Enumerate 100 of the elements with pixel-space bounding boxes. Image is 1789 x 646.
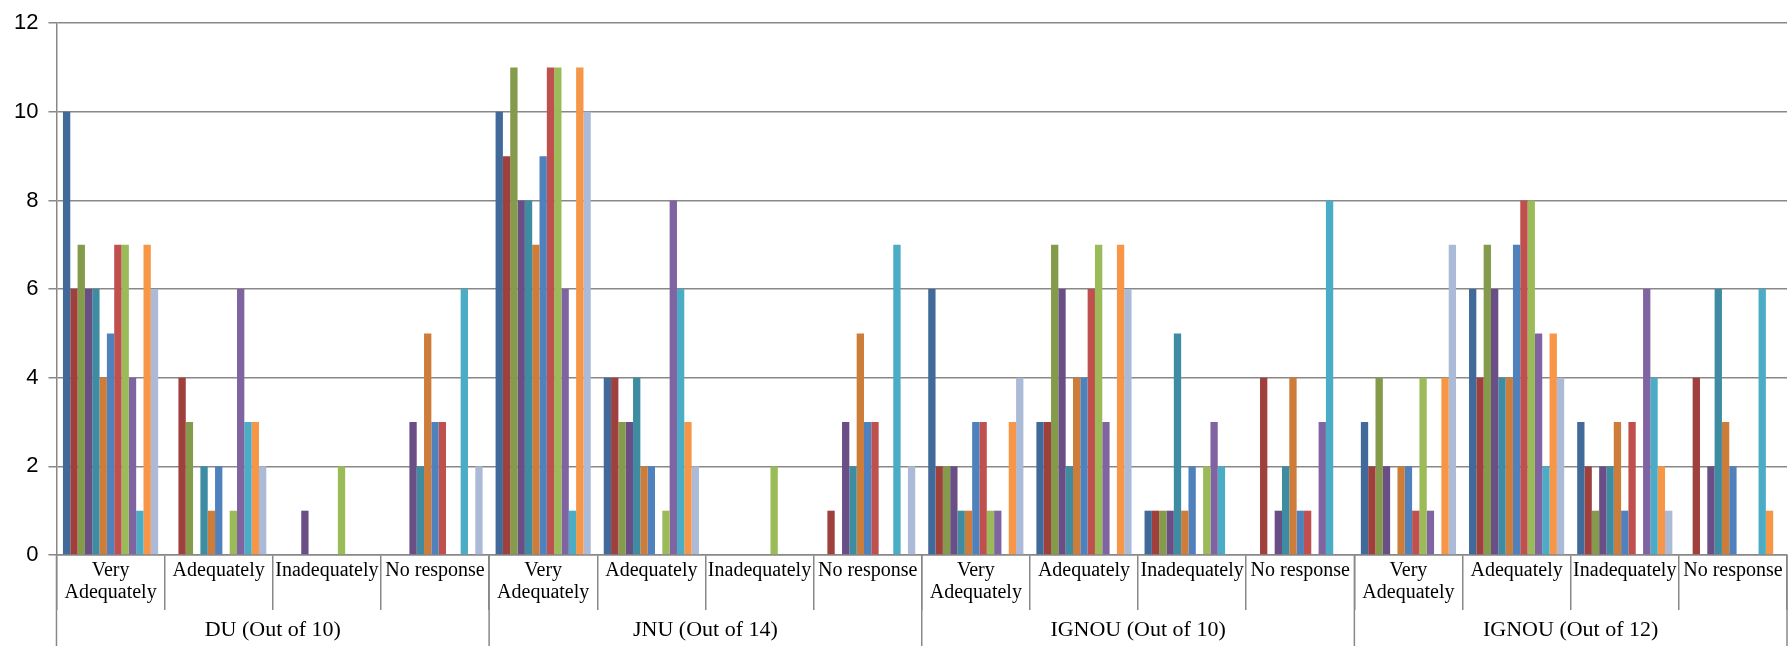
bar (77, 244, 85, 555)
bar (1657, 466, 1666, 555)
bar (986, 510, 995, 555)
x-tick-label: Adequately (1470, 558, 1563, 582)
bar (1274, 510, 1282, 555)
bar (200, 466, 208, 555)
bar (611, 377, 619, 555)
bar (1527, 200, 1535, 555)
bar (1102, 422, 1110, 555)
x-tick-label: Adequately (605, 558, 698, 582)
bar (1072, 377, 1081, 555)
bar (928, 289, 936, 555)
bar (633, 377, 641, 555)
bar (539, 156, 547, 555)
bar (1419, 377, 1427, 555)
bar (1613, 422, 1622, 555)
bar (935, 466, 943, 555)
bar (121, 244, 129, 555)
bar (1714, 289, 1722, 555)
x-tick-label: No response (817, 558, 918, 582)
bar (1621, 510, 1629, 555)
bar (568, 510, 577, 555)
bar (618, 422, 626, 555)
y-tick-label: 6 (26, 275, 39, 301)
bar (244, 422, 252, 555)
x-tick-label: Very Adequately (497, 558, 590, 604)
bar (842, 422, 850, 555)
bar (691, 466, 699, 555)
bar (1577, 422, 1585, 555)
bar (950, 466, 958, 555)
bar (546, 67, 555, 555)
bar (1016, 377, 1024, 555)
bar (1599, 466, 1607, 555)
bar (1707, 466, 1715, 555)
y-tick-label: 2 (26, 452, 39, 478)
y-tick-label: 8 (26, 186, 39, 212)
bar (1542, 466, 1550, 555)
bar (1490, 289, 1499, 555)
bar (625, 422, 634, 555)
bar (1188, 466, 1196, 555)
x-tick-label: Adequately (172, 558, 265, 582)
bar (178, 377, 186, 555)
bar (1628, 422, 1636, 555)
bar (893, 244, 901, 555)
bar (1469, 289, 1477, 555)
bar (1483, 244, 1491, 555)
bar (409, 422, 417, 555)
y-tick-label: 12 (13, 9, 39, 35)
bar (229, 510, 238, 555)
bar (1643, 289, 1651, 555)
bar (1397, 466, 1405, 555)
bar (583, 111, 591, 555)
bar (495, 111, 503, 555)
bar (1441, 377, 1449, 555)
bar (856, 333, 864, 555)
bar (1094, 244, 1103, 555)
bar (337, 466, 346, 555)
x-tick-label: No response (385, 558, 485, 582)
x-tick-label: Very Adequately (64, 558, 157, 604)
bar (517, 200, 525, 555)
bar (1498, 377, 1506, 555)
bar (1476, 377, 1484, 555)
bar (669, 200, 677, 555)
bar (1765, 510, 1774, 555)
bar (576, 67, 584, 555)
bar (864, 422, 872, 555)
y-tick-label: 4 (26, 363, 39, 389)
bar (676, 289, 685, 555)
bar (1591, 510, 1600, 555)
bar (1404, 466, 1413, 555)
bar (1520, 200, 1528, 555)
bar (1368, 466, 1376, 555)
bar (510, 67, 518, 555)
bar (1303, 510, 1312, 555)
bar (957, 510, 965, 555)
x-tick-label: Adequately (1037, 558, 1131, 582)
bar (475, 466, 483, 555)
bar (1087, 289, 1095, 555)
bar (1758, 289, 1766, 555)
bar (1505, 377, 1513, 555)
bar (207, 510, 216, 555)
bar (1426, 510, 1435, 555)
bar (1116, 244, 1125, 555)
bar (942, 466, 951, 555)
bar (1124, 289, 1132, 555)
bar (1166, 510, 1174, 555)
bar (1144, 510, 1152, 555)
bar (1151, 510, 1160, 555)
bar (70, 289, 78, 555)
bar (1210, 422, 1218, 555)
bar (1382, 466, 1391, 555)
bar (1181, 510, 1189, 555)
bar (1729, 466, 1737, 555)
x-tick-label: No response (1250, 558, 1351, 582)
bar (849, 466, 857, 555)
bar (994, 510, 1002, 555)
bar (1650, 377, 1658, 555)
bar (662, 510, 670, 555)
bar (502, 156, 511, 555)
bar (1173, 333, 1182, 555)
